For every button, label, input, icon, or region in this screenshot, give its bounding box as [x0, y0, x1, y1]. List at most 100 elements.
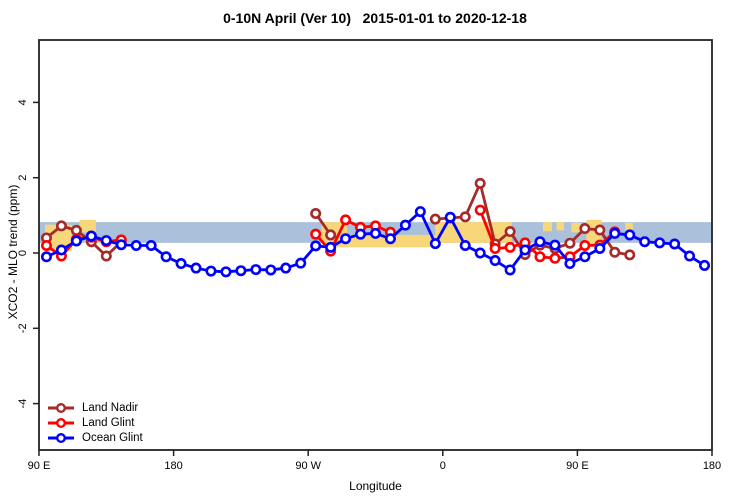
series-land-nadir-point	[459, 211, 471, 223]
series-ocean-glint-point	[594, 242, 606, 254]
series-land-nadir-point	[609, 246, 621, 258]
series-land-nadir-point	[504, 226, 516, 238]
series-land-nadir-point	[474, 177, 486, 189]
series-land-nadir-point	[624, 249, 636, 261]
series-land-glint-point	[340, 214, 352, 226]
y-tick-label: 0	[17, 250, 29, 256]
series-ocean-glint-point	[250, 264, 262, 276]
series-land-glint-point	[549, 252, 561, 264]
legend-label: Land Glint	[82, 417, 135, 429]
series-ocean-glint-point	[355, 228, 367, 240]
series-ocean-glint-point	[235, 265, 247, 277]
series-land-nadir-point	[70, 224, 82, 236]
legend-marker-icon	[48, 403, 74, 413]
series-ocean-glint-point	[40, 251, 52, 263]
series-ocean-glint-point	[115, 239, 127, 251]
legend-label: Ocean Glint	[82, 432, 143, 444]
series-land-nadir-point	[579, 223, 591, 235]
series-land-glint-point	[40, 239, 52, 251]
series-ocean-glint-point	[519, 244, 531, 256]
series-land-nadir-point	[429, 213, 441, 225]
legend-item-land-glint: Land Glint	[47, 416, 143, 430]
legend-item-ocean-glint: Ocean Glint	[47, 431, 143, 445]
x-tick-label: 180	[703, 460, 721, 472]
yellow-reference-patch	[543, 222, 552, 232]
series-land-nadir-point	[55, 220, 67, 232]
series-ocean-glint-point	[175, 258, 187, 270]
series-land-glint-point	[534, 251, 546, 263]
legend-marker-icon	[48, 433, 74, 443]
series-ocean-glint-point	[429, 238, 441, 250]
series-ocean-glint-point	[534, 236, 546, 248]
series-ocean-glint-point	[579, 251, 591, 263]
series-ocean-glint-point	[310, 240, 322, 252]
plot-border	[38, 39, 713, 451]
yellow-reference-patch	[79, 219, 96, 233]
x-tick-label: 180	[164, 460, 182, 472]
x-axis-label: Longitude	[349, 479, 402, 493]
y-tick-label: 4	[17, 99, 29, 105]
series-ocean-glint-point	[55, 244, 67, 256]
yellow-reference-patch	[625, 222, 633, 232]
series-land-glint-line	[478, 208, 617, 260]
legend-marker-icon	[48, 418, 74, 428]
series-land-nadir-point	[594, 224, 606, 236]
series-ocean-glint-point	[654, 237, 666, 249]
series-ocean-glint-point	[459, 239, 471, 251]
series-land-glint-point	[474, 204, 486, 216]
legend: Land Nadir Land Glint Ocean Glint	[47, 401, 143, 445]
series-ocean-glint-point	[639, 236, 651, 248]
series-ocean-glint-point	[220, 266, 232, 278]
series-land-nadir-point	[564, 237, 576, 249]
series-ocean-glint-point	[190, 262, 202, 274]
series-land-glint-point	[310, 228, 322, 240]
series-ocean-glint-point	[340, 233, 352, 245]
series-ocean-glint-point	[70, 235, 82, 247]
series-ocean-glint-point	[474, 247, 486, 259]
series-ocean-glint-point	[564, 258, 576, 270]
series-land-nadir-point	[100, 250, 112, 262]
series-land-glint-point	[504, 241, 516, 253]
series-land-nadir-point	[325, 229, 337, 241]
series-land-glint-point	[579, 239, 591, 251]
y-tick-label: -2	[17, 323, 29, 333]
series-ocean-glint-point	[85, 230, 97, 242]
legend-label: Land Nadir	[82, 402, 139, 414]
series-ocean-glint-point	[145, 239, 157, 251]
x-tick-label: 90 E	[566, 460, 589, 472]
series-ocean-glint-point	[609, 227, 621, 239]
series-ocean-glint-point	[384, 233, 396, 245]
series-land-glint-point	[489, 242, 501, 254]
series-ocean-glint-point	[489, 255, 501, 267]
yellow-reference-patch	[556, 222, 564, 231]
series-ocean-glint-point	[699, 259, 711, 271]
series-ocean-glint-point	[444, 211, 456, 223]
series-ocean-glint-point	[684, 250, 696, 262]
series-ocean-glint-point	[399, 219, 411, 231]
series-ocean-glint-point	[414, 206, 426, 218]
series-ocean-glint-point	[265, 264, 277, 276]
series-land-nadir-point	[310, 207, 322, 219]
chart-title: 0-10N April (Ver 10) 2015-01-01 to 2020-…	[223, 10, 527, 26]
series-ocean-glint-point	[669, 238, 681, 250]
series-ocean-glint-point	[325, 241, 337, 253]
series-ocean-glint-point	[100, 235, 112, 247]
yellow-reference-patch	[571, 222, 581, 233]
series-ocean-glint-point	[295, 257, 307, 269]
series-ocean-glint-point	[369, 227, 381, 239]
series-ocean-glint-point	[130, 239, 142, 251]
series-ocean-glint-point	[549, 239, 561, 251]
y-tick-label: 2	[17, 175, 29, 181]
x-tick-label: 0	[440, 460, 446, 472]
series-ocean-glint-point	[504, 264, 516, 276]
series-ocean-glint-point	[280, 262, 292, 274]
x-tick-label: 90 W	[295, 460, 321, 472]
legend-item-land-nadir: Land Nadir	[47, 401, 143, 415]
series-ocean-glint-point	[624, 229, 636, 241]
series-ocean-glint-point	[205, 265, 217, 277]
y-tick-label: -4	[17, 399, 29, 409]
series-ocean-glint-point	[160, 251, 172, 263]
x-tick-label: 90 E	[28, 460, 51, 472]
